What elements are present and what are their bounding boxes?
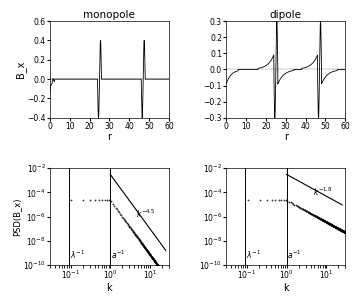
X-axis label: k: k xyxy=(106,283,112,293)
Text: $a^{-1}$: $a^{-1}$ xyxy=(288,249,302,261)
X-axis label: r: r xyxy=(284,132,288,142)
Title: monopole: monopole xyxy=(83,10,135,20)
Text: $\lambda^{-1}$: $\lambda^{-1}$ xyxy=(70,249,84,261)
Text: $a^{-1}$: $a^{-1}$ xyxy=(111,249,126,261)
Text: $\lambda^{-1}$: $\lambda^{-1}$ xyxy=(246,249,261,261)
Y-axis label: B_x: B_x xyxy=(15,61,26,78)
Title: dipole: dipole xyxy=(270,10,302,20)
X-axis label: r: r xyxy=(108,132,111,142)
Text: $k^{-4.5}$: $k^{-4.5}$ xyxy=(136,207,156,220)
Y-axis label: PSD(B_x): PSD(B_x) xyxy=(12,197,21,236)
X-axis label: k: k xyxy=(283,283,289,293)
Text: $k^{-1.8}$: $k^{-1.8}$ xyxy=(313,185,332,198)
